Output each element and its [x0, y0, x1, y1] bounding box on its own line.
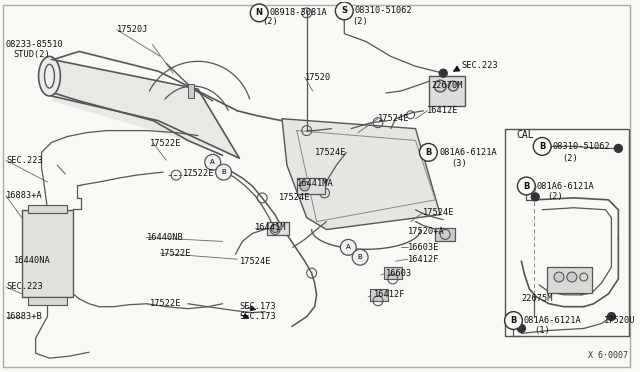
Text: 081A6-6121A: 081A6-6121A — [524, 316, 581, 325]
Ellipse shape — [45, 64, 54, 88]
Circle shape — [250, 4, 268, 22]
Circle shape — [567, 272, 577, 282]
Text: SEC.223: SEC.223 — [461, 61, 498, 70]
Text: 08310-51062: 08310-51062 — [552, 142, 610, 151]
Circle shape — [419, 144, 437, 161]
Text: (2): (2) — [562, 154, 578, 163]
Bar — [504, 129, 629, 336]
Text: 16441M: 16441M — [255, 223, 287, 232]
Bar — [384, 267, 402, 279]
Text: 16440NA: 16440NA — [14, 256, 51, 265]
Circle shape — [216, 164, 232, 180]
Text: (2): (2) — [352, 17, 368, 26]
Circle shape — [271, 225, 279, 232]
Text: 17524E: 17524E — [378, 114, 410, 123]
Bar — [28, 297, 67, 305]
Text: 17522E: 17522E — [160, 249, 192, 258]
Text: A: A — [211, 159, 215, 165]
Text: 08233-85510: 08233-85510 — [6, 40, 64, 49]
Text: 16883+A: 16883+A — [6, 191, 43, 201]
Text: SEC.223: SEC.223 — [6, 156, 43, 165]
Text: 17520: 17520 — [305, 73, 331, 82]
Bar — [28, 205, 67, 213]
Text: 17524E: 17524E — [239, 257, 271, 266]
Text: (1): (1) — [534, 326, 550, 335]
Text: X 6·0007: X 6·0007 — [588, 351, 628, 360]
Text: 17520J: 17520J — [116, 25, 148, 34]
Text: 17522E: 17522E — [150, 139, 182, 148]
Bar — [429, 76, 465, 106]
Circle shape — [518, 177, 535, 195]
Text: 16412F: 16412F — [374, 290, 406, 299]
Circle shape — [607, 312, 616, 321]
Text: 22670M: 22670M — [431, 81, 463, 90]
Bar — [297, 178, 324, 194]
Text: 17522E: 17522E — [183, 169, 214, 178]
Text: 17524E: 17524E — [315, 148, 346, 157]
Text: 17520U: 17520U — [604, 316, 635, 325]
Text: 16412E: 16412E — [428, 106, 459, 115]
Text: B: B — [539, 142, 545, 151]
Circle shape — [448, 81, 458, 91]
Text: 17520+A: 17520+A — [408, 227, 444, 236]
Text: 17522E: 17522E — [150, 299, 182, 308]
Circle shape — [300, 181, 310, 191]
Bar — [22, 210, 73, 297]
Circle shape — [533, 138, 551, 155]
Bar — [267, 222, 289, 235]
Bar — [547, 267, 591, 293]
Circle shape — [504, 312, 522, 330]
Text: B: B — [523, 182, 529, 190]
Text: 08310-51062: 08310-51062 — [354, 6, 412, 15]
Text: 22675M: 22675M — [522, 294, 553, 303]
Circle shape — [554, 272, 564, 282]
Circle shape — [518, 324, 525, 333]
Circle shape — [352, 249, 368, 265]
Text: SEC.173: SEC.173 — [239, 312, 276, 321]
Circle shape — [435, 80, 446, 92]
Text: 16603E: 16603E — [408, 243, 439, 252]
Polygon shape — [51, 60, 237, 155]
Text: 16603: 16603 — [386, 269, 412, 278]
Bar — [188, 84, 194, 98]
Text: B: B — [425, 148, 431, 157]
Text: A: A — [346, 244, 351, 250]
Text: 17524E: 17524E — [279, 193, 310, 202]
Circle shape — [335, 2, 353, 20]
Text: 16883+B: 16883+B — [6, 312, 43, 321]
Text: CAL: CAL — [516, 129, 534, 140]
Text: B: B — [510, 316, 516, 325]
Circle shape — [614, 144, 622, 153]
Text: (2): (2) — [547, 192, 563, 201]
Text: 16412F: 16412F — [408, 255, 439, 264]
Text: 16440NB: 16440NB — [147, 233, 183, 242]
Ellipse shape — [38, 57, 60, 96]
Bar — [435, 228, 455, 241]
Text: SEC.223: SEC.223 — [6, 282, 43, 291]
Text: (2): (2) — [262, 17, 278, 26]
Text: 08918-3081A: 08918-3081A — [269, 8, 327, 17]
Text: STUD(2): STUD(2) — [14, 50, 51, 59]
Polygon shape — [282, 119, 440, 230]
Text: (3): (3) — [451, 159, 467, 168]
Text: 17524E: 17524E — [422, 208, 454, 217]
Text: SEC.173: SEC.173 — [239, 302, 276, 311]
Text: 081A6-6121A: 081A6-6121A — [536, 182, 594, 190]
Circle shape — [439, 69, 447, 77]
Text: S: S — [341, 6, 348, 15]
Circle shape — [531, 193, 540, 201]
Text: B: B — [358, 254, 362, 260]
Circle shape — [205, 154, 221, 170]
Bar — [370, 289, 388, 301]
Text: 16441MA: 16441MA — [297, 179, 333, 187]
Text: 081A6-6121A: 081A6-6121A — [439, 148, 497, 157]
Text: B: B — [221, 169, 226, 175]
Circle shape — [340, 240, 356, 255]
Text: N: N — [256, 8, 262, 17]
